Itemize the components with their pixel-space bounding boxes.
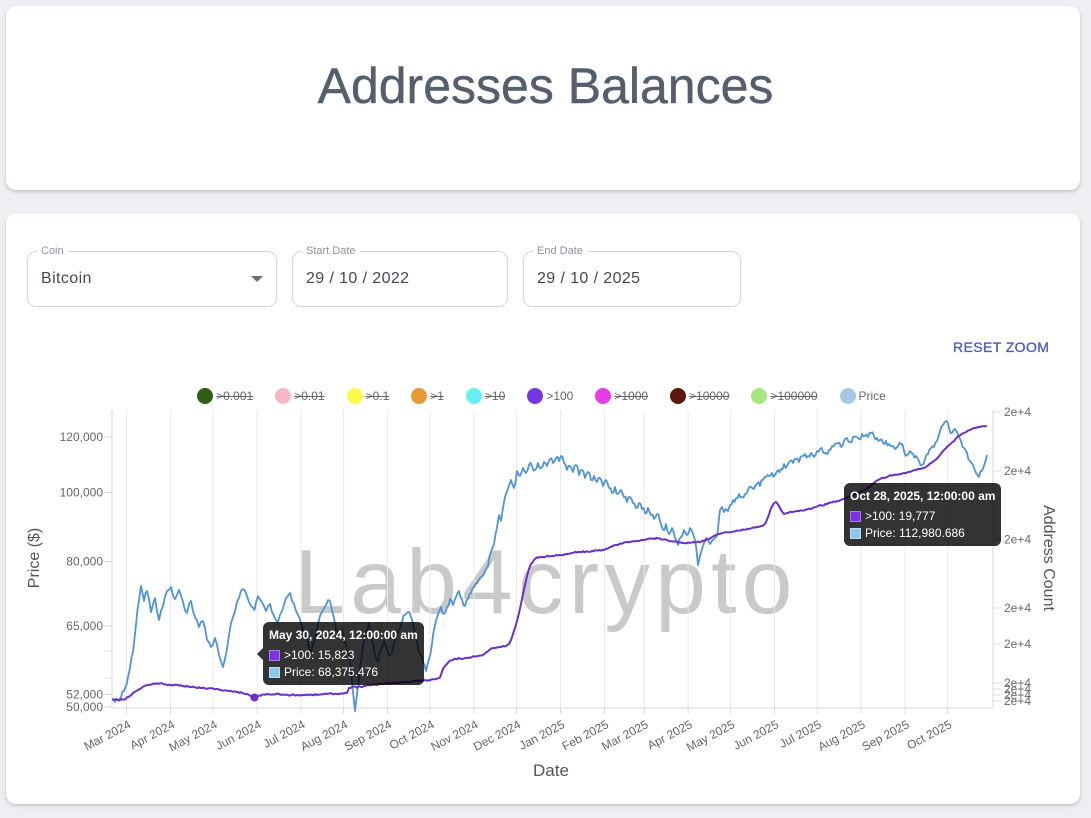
svg-text:2e+4: 2e+4 bbox=[1004, 682, 1031, 696]
svg-text:Sep 2024: Sep 2024 bbox=[342, 717, 394, 754]
svg-text:Oct 2025: Oct 2025 bbox=[904, 717, 954, 752]
svg-text:Nov 2024: Nov 2024 bbox=[428, 717, 480, 754]
svg-text:50,000: 50,000 bbox=[66, 700, 103, 714]
svg-text:May 2024: May 2024 bbox=[166, 717, 219, 754]
svg-text:2e+4: 2e+4 bbox=[1004, 533, 1031, 547]
svg-text:2e+4: 2e+4 bbox=[1004, 694, 1031, 708]
svg-text:Date: Date bbox=[533, 761, 569, 780]
svg-text:Jun 2024: Jun 2024 bbox=[213, 717, 263, 753]
svg-text:52,000: 52,000 bbox=[66, 688, 103, 702]
svg-text:Dec 2024: Dec 2024 bbox=[471, 717, 523, 754]
svg-text:May 2025: May 2025 bbox=[684, 717, 737, 754]
svg-text:Jan 2025: Jan 2025 bbox=[517, 717, 567, 753]
svg-text:65,000: 65,000 bbox=[66, 619, 103, 633]
svg-text:Aug 2024: Aug 2024 bbox=[298, 717, 350, 754]
svg-text:2e+4: 2e+4 bbox=[1004, 601, 1031, 615]
svg-text:120,000: 120,000 bbox=[60, 430, 104, 444]
svg-text:Lab4crypto: Lab4crypto bbox=[294, 532, 797, 633]
svg-text:2e+4: 2e+4 bbox=[1004, 688, 1031, 702]
svg-text:100,000: 100,000 bbox=[60, 486, 104, 500]
svg-text:2e+4: 2e+4 bbox=[1004, 676, 1031, 690]
svg-text:Aug 2025: Aug 2025 bbox=[816, 717, 868, 754]
svg-text:Mar 2024: Mar 2024 bbox=[82, 717, 134, 753]
svg-text:2e+4: 2e+4 bbox=[1004, 464, 1031, 478]
svg-text:Oct 2024: Oct 2024 bbox=[387, 717, 437, 752]
svg-text:Sep 2025: Sep 2025 bbox=[860, 717, 912, 754]
svg-text:Price ($): Price ($) bbox=[26, 528, 43, 588]
svg-text:Jun 2025: Jun 2025 bbox=[731, 717, 781, 753]
svg-text:2e+4: 2e+4 bbox=[1004, 637, 1031, 651]
svg-text:2e+4: 2e+4 bbox=[1004, 405, 1031, 419]
svg-text:80,000: 80,000 bbox=[66, 555, 103, 569]
svg-text:Address Count: Address Count bbox=[1040, 505, 1057, 611]
